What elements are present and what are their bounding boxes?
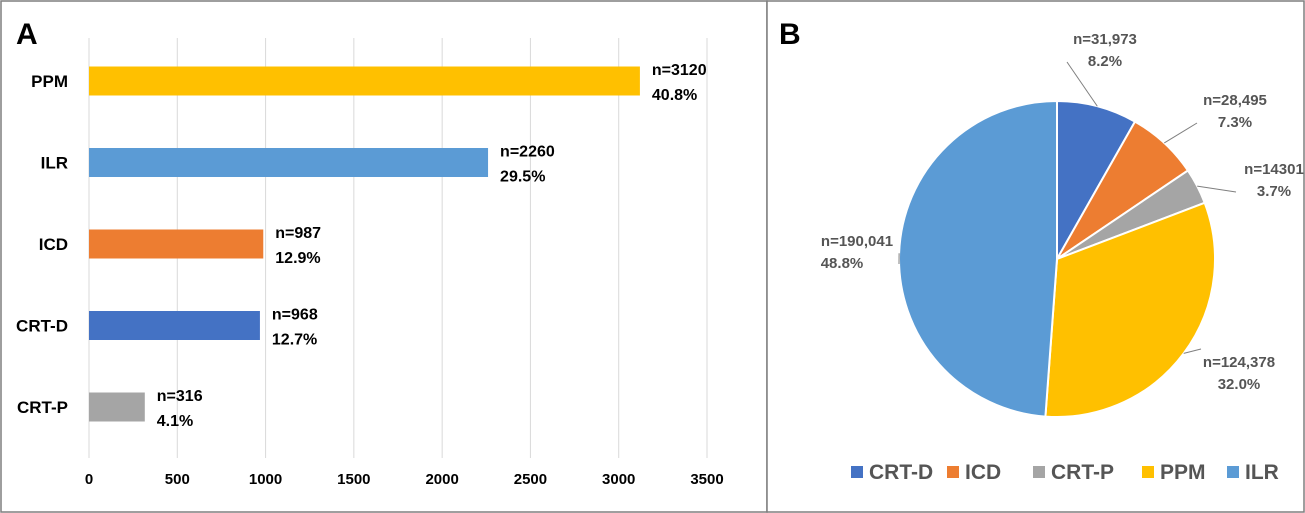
x-tick-label: 1000 bbox=[249, 471, 282, 488]
bar-marks: PPM n=3120 40.8% ILR n=2260 29.5% ICD n=987 12.9… bbox=[16, 62, 707, 430]
legend-swatch bbox=[1142, 466, 1154, 478]
pie-legend: CRT-D ICD CRT-P PPM ILR bbox=[851, 461, 1279, 484]
x-tick-label: 1500 bbox=[337, 471, 370, 488]
category-label: ILR bbox=[41, 154, 68, 173]
pie-value-label: n=28,495 bbox=[1203, 92, 1267, 109]
x-tick-label: 2500 bbox=[514, 471, 547, 488]
x-tick-label: 0 bbox=[85, 471, 93, 488]
bar bbox=[89, 229, 264, 259]
bar-value-label: n=987 bbox=[275, 225, 321, 242]
pie-percent-label: 48.8% bbox=[821, 255, 864, 272]
bar-percent-label: 12.9% bbox=[275, 250, 320, 267]
legend-swatch bbox=[1033, 466, 1045, 478]
pie-slice bbox=[1044, 201, 1216, 418]
legend-label: ICD bbox=[965, 461, 1001, 484]
category-label: CRT-D bbox=[16, 317, 68, 336]
panel-b-letter: B bbox=[779, 18, 801, 51]
bar-value-label: n=316 bbox=[157, 388, 203, 405]
pie-value-label: n=31,973 bbox=[1073, 31, 1137, 48]
bar-value-label: n=968 bbox=[272, 307, 318, 324]
bar-chart: PPM n=3120 40.8% ILR n=2260 29.5% ICD n=987 12.9… bbox=[16, 38, 724, 488]
pie-data-labels: n=31,973 8.2% n=28,495 7.3% n=14301 3.7% n=124… bbox=[821, 31, 1304, 393]
pie-leader-lines bbox=[898, 61, 1237, 354]
pie-value-label: n=124,378 bbox=[1203, 354, 1275, 371]
bar-percent-label: 40.8% bbox=[652, 87, 697, 104]
legend-swatch bbox=[851, 466, 863, 478]
bar bbox=[89, 311, 260, 340]
legend-label: PPM bbox=[1160, 461, 1206, 484]
legend-swatch bbox=[1227, 466, 1239, 478]
category-label: ICD bbox=[39, 235, 68, 254]
pie-value-label: n=190,041 bbox=[821, 233, 893, 250]
pie-leader-line bbox=[1197, 185, 1237, 193]
category-label: PPM bbox=[31, 72, 68, 91]
legend-label: CRT-P bbox=[1051, 461, 1114, 484]
pie-leader-line bbox=[1163, 122, 1198, 144]
pie-value-label: n=14301 bbox=[1244, 161, 1304, 178]
bar-value-label: n=2260 bbox=[500, 144, 555, 161]
pie-slices bbox=[898, 99, 1216, 418]
pie-chart: n=31,973 8.2% n=28,495 7.3% n=14301 3.7% n=124… bbox=[821, 31, 1304, 418]
category-label: CRT-P bbox=[17, 398, 68, 417]
bar bbox=[89, 66, 640, 96]
legend-label: CRT-D bbox=[869, 461, 933, 484]
x-tick-label: 3000 bbox=[602, 471, 635, 488]
pie-leader-line bbox=[1183, 348, 1202, 354]
pie-percent-label: 3.7% bbox=[1257, 183, 1291, 200]
x-tick-label: 2000 bbox=[425, 471, 458, 488]
pie-leader-line bbox=[1066, 61, 1098, 107]
bar bbox=[89, 148, 489, 177]
bar-x-ticks: 0 500 1000 1500 2000 2500 3000 3500 bbox=[85, 471, 724, 488]
bar-value-label: n=3120 bbox=[652, 62, 707, 79]
legend-swatch bbox=[947, 466, 959, 478]
pie-percent-label: 8.2% bbox=[1088, 53, 1122, 70]
pie-percent-label: 32.0% bbox=[1218, 376, 1261, 393]
bar bbox=[89, 392, 145, 422]
x-tick-label: 500 bbox=[165, 471, 190, 488]
x-tick-label: 3500 bbox=[690, 471, 723, 488]
bar-percent-label: 29.5% bbox=[500, 169, 545, 186]
panel-a-letter: A bbox=[16, 18, 38, 51]
legend-label: ILR bbox=[1245, 461, 1279, 484]
bar-percent-label: 4.1% bbox=[157, 413, 193, 430]
pie-percent-label: 7.3% bbox=[1218, 114, 1252, 131]
bar-percent-label: 12.7% bbox=[272, 332, 317, 349]
